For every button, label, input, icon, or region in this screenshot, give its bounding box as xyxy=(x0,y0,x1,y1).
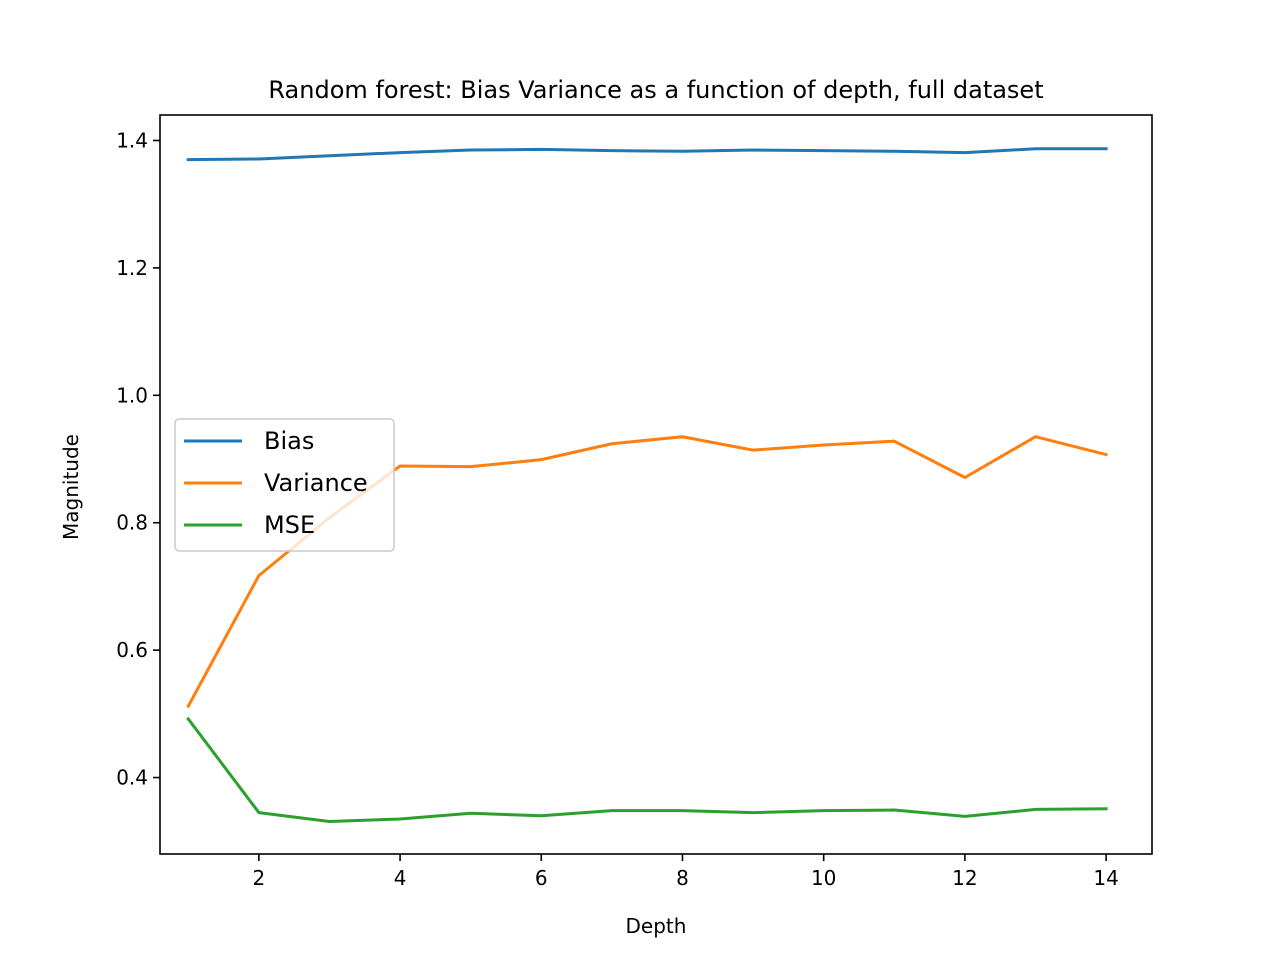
chart-title: Random forest: Bias Variance as a functi… xyxy=(268,76,1043,104)
y-tick-label: 1.4 xyxy=(116,128,148,152)
axes-frame xyxy=(159,114,1153,855)
legend-label-mse: MSE xyxy=(264,511,315,539)
x-tick-label: 6 xyxy=(535,866,548,890)
x-tick-label: 8 xyxy=(676,866,689,890)
y-axis-label: Magnitude xyxy=(59,434,83,540)
y-tick-label: 0.6 xyxy=(116,638,148,662)
x-tick-label: 2 xyxy=(252,866,265,890)
x-tick-label: 14 xyxy=(1093,866,1118,890)
x-tick-label: 4 xyxy=(394,866,407,890)
x-axis: 2 4 6 8 10 12 14 xyxy=(252,854,1119,890)
legend: Bias Variance MSE xyxy=(174,418,395,552)
y-tick-label: 0.4 xyxy=(116,766,148,790)
series-line-mse xyxy=(186,716,1108,824)
series-line-bias xyxy=(186,147,1108,162)
x-tick-label: 10 xyxy=(811,866,836,890)
legend-label-variance: Variance xyxy=(264,469,368,497)
y-tick-label: 1.2 xyxy=(116,256,148,280)
y-tick-label: 1.0 xyxy=(116,383,148,407)
y-tick-label: 0.8 xyxy=(116,511,148,535)
legend-box xyxy=(174,418,395,552)
legend-label-bias: Bias xyxy=(264,427,314,455)
x-axis-label: Depth xyxy=(626,914,687,938)
y-axis: 0.4 0.6 0.8 1.0 1.2 1.4 xyxy=(116,128,160,790)
x-tick-label: 12 xyxy=(952,866,977,890)
